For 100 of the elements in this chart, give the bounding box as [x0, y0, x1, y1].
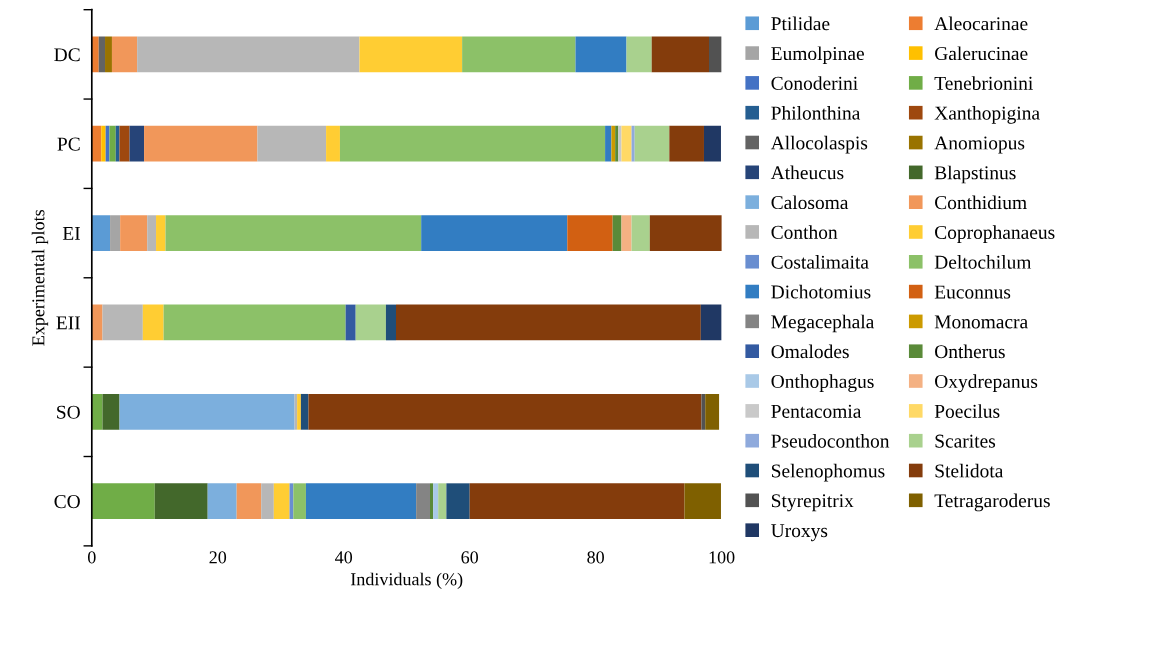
legend-label: Oxydrepanus [935, 374, 1038, 393]
y-axis-title: Experimental plots [31, 209, 49, 346]
bar [119, 125, 130, 162]
bar [631, 125, 635, 162]
bar [684, 483, 721, 520]
bar [649, 215, 722, 251]
bar [144, 125, 258, 162]
bar [709, 36, 722, 73]
legend-label: Calosoma [771, 195, 849, 210]
bar [395, 304, 701, 341]
legend-label: Conoderini [771, 76, 858, 90]
bar [605, 125, 612, 162]
bar [207, 483, 237, 520]
bar [102, 304, 143, 341]
bar [163, 304, 346, 341]
legend-label: Tenebrionini [934, 76, 1033, 90]
x-tick-label: 20 [209, 551, 227, 564]
legend-label: Pentacomia [771, 404, 862, 418]
bar [120, 215, 148, 251]
y-tick-label: PC [57, 137, 80, 151]
legend-label: Tetragaroderus [934, 493, 1050, 512]
bar [115, 125, 120, 162]
bar [105, 36, 112, 73]
bar [416, 483, 430, 520]
legend-label: Onthophagus [771, 374, 874, 393]
legend-label: Styrepitrix [771, 494, 854, 512]
bar [129, 125, 145, 162]
bar [273, 483, 290, 520]
y-tick-label: SO [57, 405, 80, 419]
bar [102, 393, 120, 430]
bar [705, 393, 720, 430]
bar [634, 125, 670, 162]
legend-label: Costalimaita [771, 255, 869, 269]
legend-label: Conthon [771, 225, 838, 239]
bar [142, 304, 164, 341]
y-tick-label: DC [54, 48, 80, 62]
bar [433, 483, 439, 520]
legend-label: Omalodes [771, 344, 849, 359]
legend-label: Coprophanaeus [935, 225, 1055, 243]
bar [385, 304, 396, 341]
legend-label: Uroxys [771, 524, 828, 542]
x-tick-label: 80 [587, 551, 604, 564]
bar [430, 483, 434, 520]
x-axis-title: Individuals (%) [350, 572, 463, 590]
bar [236, 483, 262, 520]
bar [621, 215, 632, 251]
bar [165, 215, 422, 251]
bar [355, 304, 386, 341]
bar [156, 215, 166, 251]
bar [91, 215, 111, 251]
bar [111, 36, 138, 73]
legend-label: Eumolpinae [771, 46, 864, 65]
bar [345, 304, 356, 341]
bar [446, 483, 470, 520]
bar [421, 215, 568, 251]
legend-label: Pseudoconthon [771, 434, 890, 448]
y-tick-label: CO [54, 495, 80, 509]
legend-label: Anomiopus [934, 136, 1025, 154]
bar [154, 483, 208, 520]
legend-label: Dichotomius [771, 284, 871, 299]
bar [257, 125, 327, 162]
bar [669, 125, 704, 162]
legend-label: Allocolaspis [770, 135, 868, 154]
bar [462, 36, 576, 73]
bar [261, 483, 274, 520]
bar [293, 483, 306, 520]
legend-label: Atheucus [770, 165, 844, 180]
bar [109, 125, 116, 162]
legend-label: Poecilus [934, 404, 1000, 418]
bar [703, 125, 721, 162]
legend-label: Galerucinae [935, 46, 1028, 61]
legend-label: Megacephala [771, 314, 875, 333]
bar [98, 36, 106, 73]
legend-label: Selenophomus [771, 463, 885, 482]
bar [438, 483, 447, 520]
bar [469, 483, 685, 520]
bar [575, 36, 627, 73]
bar [701, 393, 706, 430]
bar [339, 125, 606, 162]
bar [300, 393, 309, 430]
legend-label: Monomacra [934, 315, 1028, 329]
bar [305, 483, 417, 520]
x-tick-label: 60 [461, 551, 479, 564]
x-tick-label: 100 [709, 551, 735, 564]
legend-label: Aleocarinae [934, 16, 1028, 31]
bar [651, 36, 710, 73]
legend-label: Stelidota [935, 463, 1004, 478]
legend-label: Philonthina [771, 106, 861, 120]
legend-label: Xanthopigina [934, 106, 1040, 124]
bar [91, 304, 103, 341]
bar [119, 393, 295, 430]
bar [700, 304, 722, 341]
y-tick-label: EII [56, 316, 81, 330]
x-tick-label: 0 [87, 551, 96, 564]
bar [611, 125, 616, 162]
legend-label: Blapstinus [934, 165, 1016, 184]
bar [147, 215, 157, 251]
bar [612, 215, 622, 251]
legend-label: Conthidium [935, 195, 1027, 210]
y-tick-label: EI [62, 227, 80, 240]
